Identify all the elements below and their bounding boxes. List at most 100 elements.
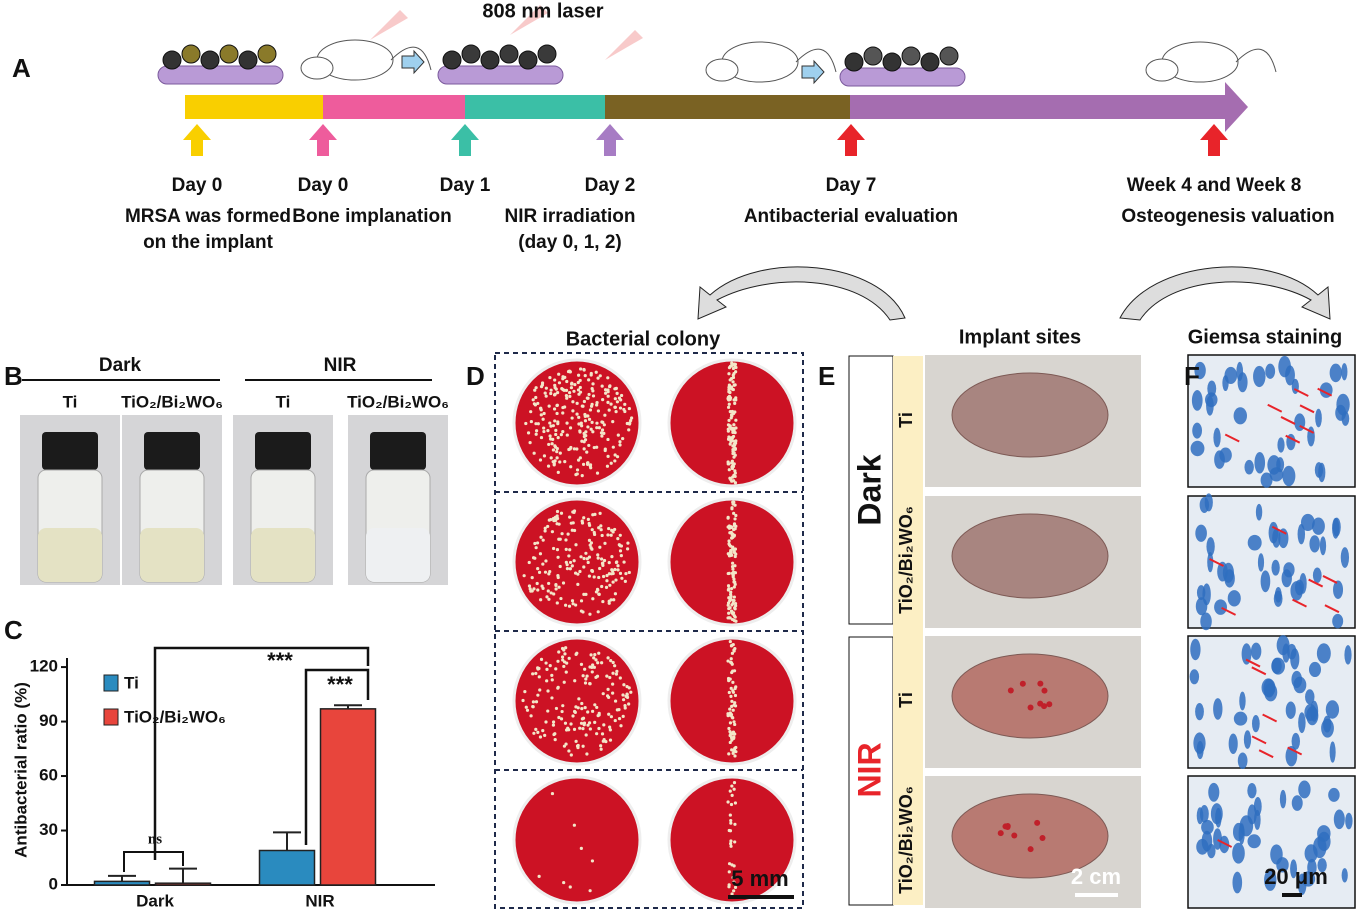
colony xyxy=(563,405,567,409)
colony xyxy=(606,390,610,394)
colony xyxy=(733,840,737,844)
nucleus xyxy=(1341,363,1348,381)
nucleus xyxy=(1192,422,1203,439)
colony xyxy=(595,471,600,475)
colony xyxy=(613,699,618,703)
colony xyxy=(606,687,610,691)
colony xyxy=(556,659,560,663)
colony xyxy=(555,447,559,451)
colony xyxy=(556,685,560,689)
colony xyxy=(565,421,569,425)
nucleus xyxy=(1194,361,1206,380)
colony xyxy=(607,408,611,412)
colony xyxy=(568,560,573,565)
colony xyxy=(531,704,535,709)
colony xyxy=(727,539,731,543)
colony xyxy=(726,427,730,431)
panel-label: D xyxy=(466,361,485,391)
colony xyxy=(730,699,734,703)
colony xyxy=(578,429,582,433)
colony xyxy=(726,405,731,409)
nucleus xyxy=(1253,365,1266,388)
colony xyxy=(587,521,591,526)
colony xyxy=(728,599,732,603)
colony xyxy=(603,447,607,451)
nucleus xyxy=(1222,375,1229,392)
colony xyxy=(600,384,604,388)
sample-label: TiO₂/Bi₂WO₆ xyxy=(896,786,916,894)
colony xyxy=(557,585,561,589)
colony xyxy=(732,880,736,884)
colony xyxy=(554,428,558,432)
mouse-head xyxy=(300,56,334,80)
colony xyxy=(732,703,736,707)
colony xyxy=(570,382,574,386)
colony xyxy=(586,560,590,565)
colony xyxy=(615,669,619,674)
nucleus xyxy=(1232,842,1245,864)
colony xyxy=(595,421,599,425)
colony xyxy=(728,550,733,554)
implant xyxy=(157,65,284,85)
colony xyxy=(568,426,573,430)
colony xyxy=(551,448,556,452)
colony xyxy=(525,708,530,712)
colony xyxy=(556,574,560,578)
colony xyxy=(570,528,574,532)
nucleus xyxy=(1254,451,1266,474)
colony xyxy=(730,507,734,511)
bacterium xyxy=(844,52,864,72)
colony xyxy=(731,448,735,452)
nucleus xyxy=(1213,698,1223,720)
colony xyxy=(541,538,545,542)
colony xyxy=(540,584,544,588)
sample-label: TiO₂/Bi₂WO₆ xyxy=(896,506,916,614)
colony xyxy=(557,537,561,541)
colony xyxy=(733,607,737,611)
nucleus xyxy=(1227,590,1241,607)
colony xyxy=(595,705,599,710)
colony xyxy=(728,707,732,711)
colony xyxy=(559,717,564,721)
colony xyxy=(549,437,553,441)
colony xyxy=(727,402,731,406)
step-arrow xyxy=(401,49,425,75)
colony xyxy=(615,560,619,564)
event-day: Day 0 xyxy=(172,175,223,196)
event-description: Osteogenesis valuation xyxy=(1121,206,1334,227)
colony xyxy=(537,874,541,878)
colony xyxy=(727,554,732,558)
colony xyxy=(556,422,560,426)
colony xyxy=(536,401,540,406)
colony xyxy=(602,558,607,563)
colony xyxy=(615,391,619,395)
colony xyxy=(561,411,565,415)
colony xyxy=(565,396,569,400)
colony xyxy=(732,511,736,515)
blood-spot xyxy=(1019,680,1026,687)
colony xyxy=(732,731,736,735)
colony xyxy=(561,658,565,662)
colony xyxy=(581,404,585,408)
colony xyxy=(575,744,580,748)
colony xyxy=(733,503,737,507)
colony xyxy=(539,384,544,389)
colony xyxy=(733,801,738,805)
nucleus xyxy=(1214,599,1227,615)
colony xyxy=(585,674,589,678)
colony xyxy=(552,732,556,737)
colony xyxy=(582,447,586,451)
nucleus xyxy=(1237,372,1248,393)
colony xyxy=(606,376,610,380)
colony xyxy=(733,722,737,727)
colony xyxy=(726,584,731,588)
colony xyxy=(558,460,562,464)
colony xyxy=(726,659,730,663)
colony xyxy=(572,727,577,732)
bacterium xyxy=(442,50,462,70)
error-bar xyxy=(334,704,362,709)
y-axis-label: Antibacterial ratio (%) xyxy=(11,682,30,858)
colony xyxy=(593,720,597,725)
significance: *** xyxy=(267,648,293,673)
colony xyxy=(617,708,621,712)
